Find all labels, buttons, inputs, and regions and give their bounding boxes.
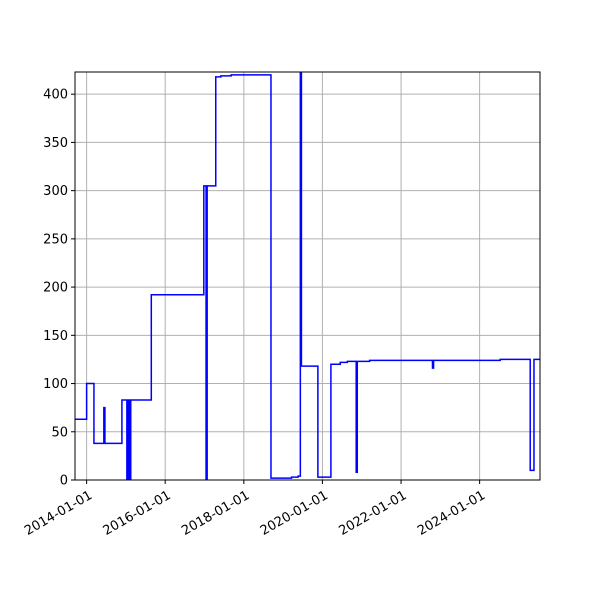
y-tick-label: 350 — [43, 136, 68, 151]
data-series — [75, 72, 540, 480]
y-tick-label: 50 — [51, 425, 68, 440]
y-tick-label: 0 — [60, 474, 68, 489]
y-tick-label: 300 — [43, 184, 68, 199]
y-axis: 0 50 100 150 200 250 300 350 400 — [43, 88, 75, 489]
y-tick-label: 250 — [43, 232, 68, 247]
y-tick-label: 150 — [43, 329, 68, 344]
y-tick-label: 200 — [43, 281, 68, 296]
plot-area-frame — [74, 71, 541, 481]
series-line — [75, 72, 540, 480]
y-tick-label: 100 — [43, 377, 68, 392]
y-tick-label: 400 — [43, 88, 68, 103]
